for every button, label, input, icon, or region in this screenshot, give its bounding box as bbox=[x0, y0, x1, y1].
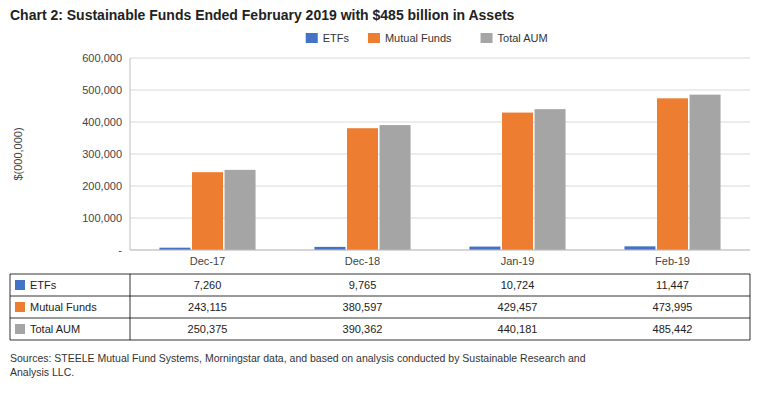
bars bbox=[159, 95, 720, 250]
bar bbox=[225, 170, 256, 250]
x-tick-label: Dec-17 bbox=[190, 255, 225, 267]
bar bbox=[624, 246, 655, 250]
legend-swatch bbox=[481, 33, 493, 43]
y-tick-label: 100,000 bbox=[82, 212, 122, 224]
table-swatch bbox=[15, 324, 25, 334]
table-rule bbox=[10, 274, 11, 340]
chart: Chart 2: Sustainable Funds Ended Februar… bbox=[0, 0, 760, 412]
table-cell: 440,181 bbox=[498, 323, 538, 335]
grid-line bbox=[130, 250, 750, 251]
y-tick-label: 400,000 bbox=[82, 116, 122, 128]
table-swatch bbox=[15, 302, 25, 312]
y-axis-line bbox=[130, 58, 131, 250]
x-tick-label: Jan-19 bbox=[501, 255, 535, 267]
background bbox=[0, 0, 760, 412]
table-rule bbox=[750, 274, 751, 340]
table-cell: 9,765 bbox=[349, 279, 377, 291]
bar bbox=[347, 128, 378, 250]
title: Chart 2: Sustainable Funds Ended Februar… bbox=[10, 7, 515, 23]
grid bbox=[130, 58, 750, 250]
table-cell: 390,362 bbox=[343, 323, 383, 335]
table-cell: 243,115 bbox=[188, 301, 227, 313]
y-tick-label: 500,000 bbox=[82, 84, 122, 96]
bar bbox=[192, 172, 223, 250]
bar bbox=[380, 125, 411, 250]
source-note: Sources: STEELE Mutual Fund Systems, Mor… bbox=[10, 352, 586, 378]
table-cell: 429,457 bbox=[498, 301, 538, 313]
legend-label: Total AUM bbox=[498, 32, 548, 44]
y-tick-label: 300,000 bbox=[82, 148, 122, 160]
y-tick-label: - bbox=[118, 244, 122, 256]
x-tick-label: Feb-19 bbox=[655, 255, 690, 267]
legend-label: Mutual Funds bbox=[385, 32, 452, 44]
table-rule bbox=[10, 274, 750, 275]
bar bbox=[535, 109, 566, 250]
table-rule bbox=[130, 274, 131, 340]
bar bbox=[469, 247, 500, 250]
grid-line bbox=[130, 90, 750, 91]
table-cell: 7,260 bbox=[194, 279, 222, 291]
bar bbox=[657, 98, 688, 250]
table-rule bbox=[10, 340, 750, 341]
grid-line bbox=[130, 58, 750, 59]
table-cell: 473,995 bbox=[653, 301, 693, 313]
y-tick-label: 600,000 bbox=[82, 52, 122, 64]
y-axis-label: $(000,000) bbox=[12, 127, 24, 180]
y-tick-label: 200,000 bbox=[82, 180, 122, 192]
table-cell: 485,442 bbox=[653, 323, 693, 335]
legend-swatch bbox=[368, 33, 380, 43]
table-row-label: ETFs bbox=[30, 279, 57, 291]
table-row-label: Mutual Funds bbox=[30, 301, 97, 313]
table-cell: 11,447 bbox=[656, 279, 689, 291]
x-axis-line bbox=[130, 250, 750, 251]
table-cell: 250,375 bbox=[188, 323, 228, 335]
table-rule bbox=[10, 296, 750, 297]
table-cell: 380,597 bbox=[343, 301, 383, 313]
bar bbox=[502, 113, 533, 250]
table-rule bbox=[10, 318, 750, 319]
table-cell: 10,724 bbox=[501, 279, 535, 291]
bar bbox=[690, 95, 721, 250]
legend: ETFs Mutual Funds Total AUM bbox=[306, 32, 548, 44]
table-row-label: Total AUM bbox=[30, 323, 80, 335]
table-swatch bbox=[15, 280, 25, 290]
legend-label: ETFs bbox=[323, 32, 350, 44]
x-tick-label: Dec-18 bbox=[345, 255, 380, 267]
data-table: ETFs 7,260 9,765 10,724 11,447 Mutual Funds 24… bbox=[10, 274, 750, 340]
legend-swatch bbox=[306, 33, 318, 43]
